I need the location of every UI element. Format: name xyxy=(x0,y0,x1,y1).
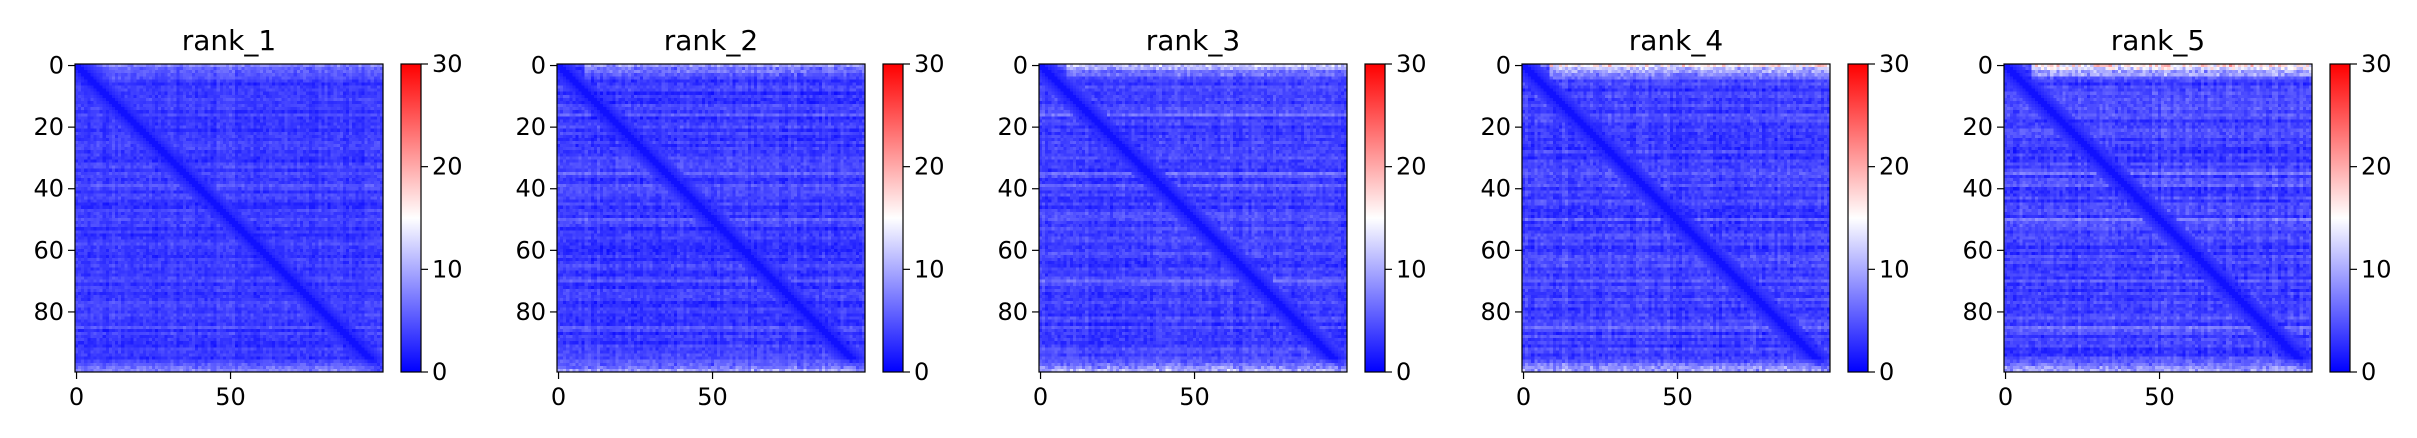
panel-title-5: rank_5 xyxy=(2111,24,2205,57)
x-tick-label: 50 xyxy=(2144,383,2175,411)
colorbar-tick-label: 30 xyxy=(1396,50,1427,78)
colorbar-3 xyxy=(1364,63,1386,373)
y-tick-label: 60 xyxy=(515,236,546,264)
colorbar-tick-label: 20 xyxy=(1396,153,1427,181)
colorbar-tick-label: 0 xyxy=(1396,358,1411,386)
colorbar-tick-label: 10 xyxy=(432,255,463,283)
y-tick-label: 40 xyxy=(1962,175,1993,203)
x-tick-label: 50 xyxy=(1662,383,1693,411)
y-tick-label: 20 xyxy=(997,113,1028,141)
plot-frame-1 xyxy=(74,63,384,373)
colorbar-tick-label: 0 xyxy=(1879,358,1894,386)
plot-frame-5 xyxy=(2003,63,2313,373)
heatmap-panel-2: rank_2 0 20 40 60 80 0 50 0 10 20 30 xyxy=(515,24,944,411)
panel-title-2: rank_2 xyxy=(664,24,758,57)
heatmap-image-1 xyxy=(75,64,383,372)
y-tick-label: 0 xyxy=(1013,52,1028,80)
heatmap-panel-5: rank_5 0 20 40 60 80 0 50 0 10 20 30 xyxy=(1962,24,2391,411)
y-tick-label: 20 xyxy=(515,113,546,141)
heatmap-image-5 xyxy=(2004,64,2312,372)
x-tick-label: 50 xyxy=(215,383,246,411)
y-tick-label: 20 xyxy=(1962,113,1993,141)
y-tick-label: 40 xyxy=(515,175,546,203)
y-tick-label: 80 xyxy=(1962,298,1993,326)
x-tick-label: 0 xyxy=(1516,383,1531,411)
y-tick-label: 80 xyxy=(997,298,1028,326)
y-tick-label: 40 xyxy=(997,175,1028,203)
y-tick-label: 0 xyxy=(1496,52,1511,80)
y-tick-label: 20 xyxy=(33,113,64,141)
heatmap-image-3 xyxy=(1039,64,1347,372)
x-tick-label: 0 xyxy=(551,383,566,411)
colorbar-2 xyxy=(882,63,904,373)
heatmap-panel-4: rank_4 0 20 40 60 80 0 50 0 10 20 30 xyxy=(1480,24,1909,411)
colorbar-tick-label: 10 xyxy=(2361,255,2392,283)
colorbar-tick-label: 0 xyxy=(432,358,447,386)
y-tick-label: 60 xyxy=(997,236,1028,264)
y-tick-label: 60 xyxy=(33,236,64,264)
colorbar-tick-label: 10 xyxy=(1396,255,1427,283)
y-tick-label: 0 xyxy=(531,52,546,80)
colorbar-tick-label: 30 xyxy=(1879,50,1910,78)
y-tick-label: 0 xyxy=(49,52,64,80)
y-tick-label: 40 xyxy=(1480,175,1511,203)
y-tick-label: 80 xyxy=(1480,298,1511,326)
colorbar-tick-label: 20 xyxy=(1879,153,1910,181)
plot-frame-2 xyxy=(556,63,866,373)
colorbar-5 xyxy=(2329,63,2351,373)
y-tick-label: 40 xyxy=(33,175,64,203)
y-tick-label: 20 xyxy=(1480,113,1511,141)
colorbar-tick-label: 20 xyxy=(432,153,463,181)
panel-title-1: rank_1 xyxy=(182,24,276,57)
colorbar-tick-label: 30 xyxy=(914,50,945,78)
heatmap-panel-3: rank_3 0 20 40 60 80 0 50 0 10 20 30 xyxy=(997,24,1426,411)
panel-title-4: rank_4 xyxy=(1629,24,1723,57)
heatmap-image-4 xyxy=(1522,64,1830,372)
plot-frame-4 xyxy=(1521,63,1831,373)
y-tick-label: 0 xyxy=(1978,52,1993,80)
colorbar-tick-label: 10 xyxy=(914,255,945,283)
colorbar-tick-label: 30 xyxy=(2361,50,2392,78)
y-tick-label: 80 xyxy=(515,298,546,326)
x-tick-label: 50 xyxy=(1179,383,1210,411)
colorbar-tick-label: 20 xyxy=(914,153,945,181)
x-tick-label: 0 xyxy=(1033,383,1048,411)
colorbar-tick-label: 30 xyxy=(432,50,463,78)
colorbar-tick-label: 10 xyxy=(1879,255,1910,283)
colorbar-1 xyxy=(400,63,422,373)
panel-title-3: rank_3 xyxy=(1146,24,1240,57)
x-tick-label: 50 xyxy=(697,383,728,411)
x-tick-label: 0 xyxy=(1998,383,2013,411)
x-tick-label: 0 xyxy=(69,383,84,411)
heatmap-panel-1: rank_1 0 20 40 60 80 0 50 0 10 20 30 xyxy=(33,24,462,411)
colorbar-tick-label: 0 xyxy=(914,358,929,386)
heatmap-image-2 xyxy=(557,64,865,372)
colorbar-4 xyxy=(1847,63,1869,373)
colorbar-tick-label: 20 xyxy=(2361,153,2392,181)
y-tick-label: 60 xyxy=(1480,236,1511,264)
colorbar-tick-label: 0 xyxy=(2361,358,2376,386)
plot-frame-3 xyxy=(1038,63,1348,373)
y-tick-label: 60 xyxy=(1962,236,1993,264)
y-tick-label: 80 xyxy=(33,298,64,326)
